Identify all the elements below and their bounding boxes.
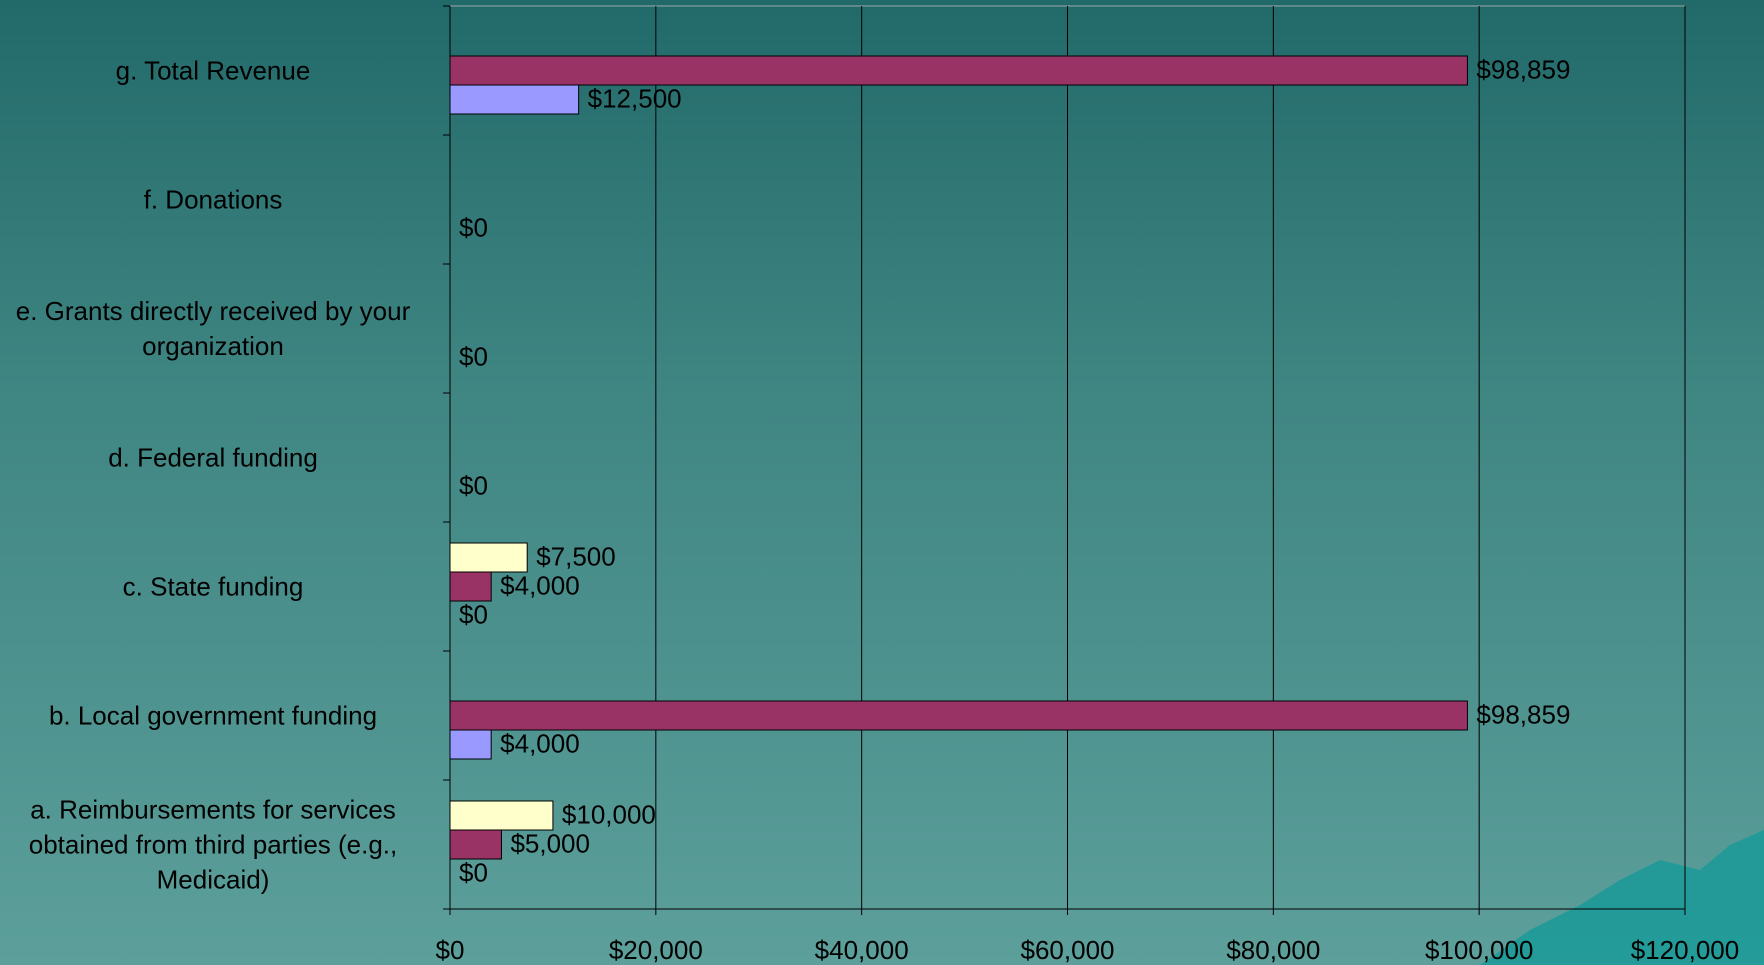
bar bbox=[449, 84, 580, 115]
x-tick-label: $20,000 bbox=[609, 935, 703, 965]
x-tick-label: $120,000 bbox=[1631, 935, 1739, 965]
value-label: $0 bbox=[459, 212, 488, 242]
value-label: $98,859 bbox=[1476, 54, 1570, 84]
y-tick-label: g. Total Revenue bbox=[115, 55, 311, 85]
value-label: $5,000 bbox=[510, 828, 590, 858]
x-tick-label: $80,000 bbox=[1226, 935, 1320, 965]
bar bbox=[449, 729, 492, 760]
value-label: $4,000 bbox=[500, 570, 580, 600]
bar bbox=[449, 571, 492, 602]
y-tick-label: b. Local government funding bbox=[48, 700, 378, 730]
bar bbox=[449, 542, 528, 573]
value-label: $98,859 bbox=[1476, 699, 1570, 729]
bar bbox=[449, 800, 554, 831]
bar bbox=[449, 700, 1468, 731]
y-tick-label: d. Federal funding bbox=[108, 442, 318, 472]
y-tick-label: e. Grants directly received by your orga… bbox=[15, 295, 411, 361]
value-label: $7,500 bbox=[536, 541, 616, 571]
x-tick-label: $0 bbox=[436, 935, 465, 965]
value-label: $4,000 bbox=[500, 728, 580, 758]
value-label: $12,500 bbox=[588, 83, 682, 113]
value-label: $0 bbox=[459, 341, 488, 371]
value-label: $0 bbox=[459, 599, 488, 629]
value-label: $0 bbox=[459, 470, 488, 500]
value-label: $0 bbox=[459, 857, 488, 887]
y-tick-label: a. Reimbursements for services obtained … bbox=[28, 794, 398, 894]
x-tick-label: $40,000 bbox=[815, 935, 909, 965]
y-tick-label: f. Donations bbox=[143, 184, 283, 214]
bar bbox=[449, 829, 502, 860]
x-tick-label: $100,000 bbox=[1425, 935, 1533, 965]
value-label: $10,000 bbox=[562, 799, 656, 829]
decoration bbox=[1480, 830, 1764, 965]
bar bbox=[449, 55, 1468, 86]
x-tick-label: $60,000 bbox=[1021, 935, 1115, 965]
y-tick-label: c. State funding bbox=[122, 571, 304, 601]
